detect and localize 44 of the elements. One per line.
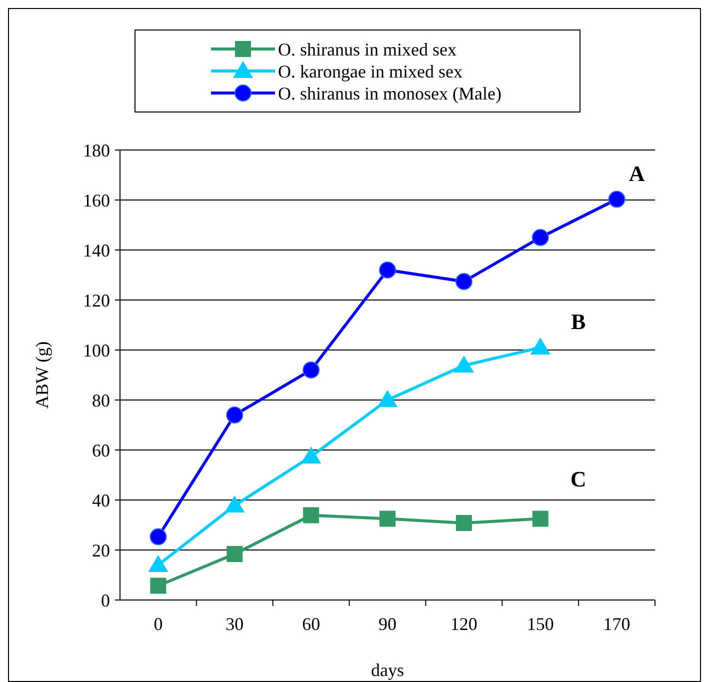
annotation: B — [571, 309, 586, 334]
point — [379, 262, 396, 278]
point — [380, 510, 396, 527]
y-tick-label: 0 — [101, 590, 110, 610]
x-axis-title: days — [371, 660, 404, 680]
x-tick-label: 60 — [302, 614, 320, 634]
point — [532, 510, 548, 527]
x-tick-label: 90 — [378, 614, 396, 634]
legend-label: O. shiranus in mixed sex — [278, 39, 456, 60]
y-tick-label: 20 — [92, 540, 110, 560]
point — [454, 356, 474, 372]
point — [608, 190, 626, 208]
x-tick-label: 0 — [154, 614, 163, 634]
y-tick-label: 120 — [83, 290, 110, 310]
annotation: A — [628, 160, 645, 186]
y-tick-label: 140 — [83, 240, 110, 260]
y-tick-label: 60 — [92, 440, 110, 460]
point — [455, 273, 472, 290]
annotation: C — [570, 466, 586, 492]
point — [226, 546, 243, 562]
x-tick-label: 120 — [450, 614, 478, 634]
point — [226, 406, 244, 424]
point — [301, 446, 322, 464]
point — [150, 528, 167, 546]
point — [224, 496, 245, 512]
x-tick-label: 30 — [226, 614, 244, 634]
point — [530, 338, 550, 354]
point — [302, 362, 320, 378]
point — [378, 390, 398, 407]
point — [532, 229, 549, 246]
y-tick-label: 180 — [83, 140, 110, 160]
y-tick-label: 40 — [92, 490, 110, 510]
point — [148, 555, 168, 572]
point — [303, 507, 320, 524]
point — [456, 515, 472, 531]
y-tick-label: 80 — [92, 390, 110, 410]
legend-label: O. karongae in mixed sex — [278, 61, 462, 82]
x-tick-label: 170 — [603, 614, 630, 634]
y-tick-label: 160 — [83, 190, 110, 210]
x-tick-label: 150 — [526, 614, 554, 634]
y-axis-title: ABW (g) — [32, 341, 52, 409]
y-tick-label: 100 — [83, 340, 110, 360]
point — [150, 578, 166, 594]
legend-label: O. shiranus in monosex (Male) — [278, 83, 502, 104]
